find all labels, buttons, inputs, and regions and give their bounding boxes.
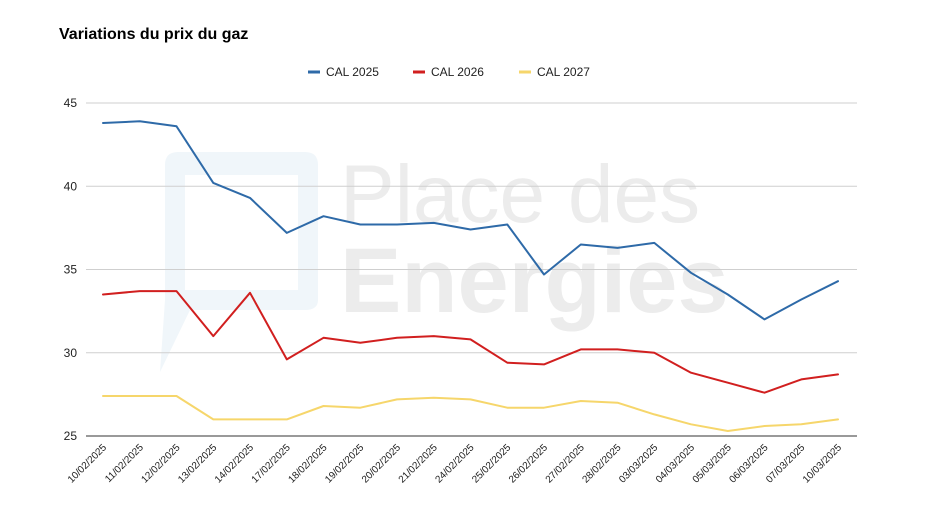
watermark-logo-mark [160,152,318,372]
y-tick-label: 40 [64,179,78,193]
watermark-line1: Place des [340,149,700,240]
legend-label: CAL 2025 [326,65,379,79]
x-axis: 10/02/202511/02/202512/02/202513/02/2025… [66,442,844,485]
y-axis: 25 30 35 40 45 [64,96,78,443]
grid [86,102,857,437]
legend: CAL 2025 CAL 2026 CAL 2027 [308,65,590,79]
legend-label: CAL 2027 [537,65,590,79]
legend-label: CAL 2026 [431,65,484,79]
y-tick-label: 45 [64,96,78,110]
y-tick-label: 35 [64,263,78,277]
series-line-cal-2027 [102,395,839,432]
y-tick-label: 25 [64,429,78,443]
y-tick-label: 30 [64,346,78,360]
chart-title: Variations du prix du gaz [59,26,249,43]
x-tick-label: 10/02/2025 [66,442,109,485]
watermark-logo: Place des Energies [160,149,729,372]
series-lines [102,120,839,432]
series-line-cal-2025 [102,120,839,321]
series-line-cal-2026 [102,290,839,394]
watermark-line2: Energies [340,230,729,332]
x-tick-label: 10/03/2025 [801,442,844,485]
